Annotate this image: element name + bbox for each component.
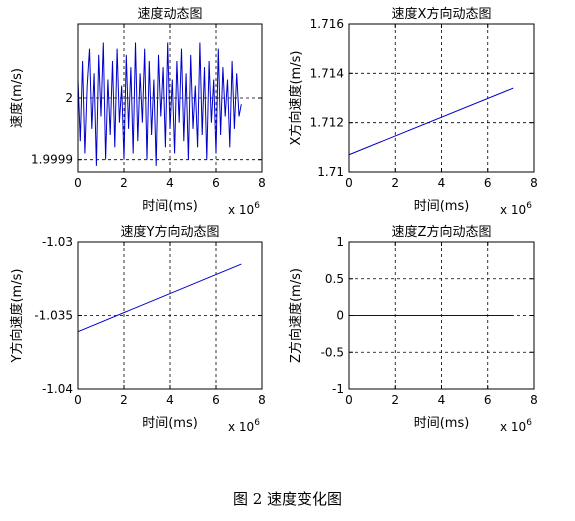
y-tick-label: -0.5: [321, 345, 344, 359]
x-axis-multiplier: x 106: [500, 201, 532, 217]
x-tick-label: 0: [74, 393, 82, 407]
y-axis-label: X方向速度(m/s): [288, 51, 304, 146]
x-tick-label: 6: [212, 176, 220, 190]
x-tick-label: 0: [345, 176, 353, 190]
x-axis-label: 时间(ms): [142, 199, 198, 214]
x-tick-label: 4: [166, 393, 174, 407]
x-tick-label: 2: [120, 176, 128, 190]
y-tick-label: -1: [332, 382, 344, 396]
data-series-line: [77, 263, 242, 333]
y-tick-label: 1.71: [317, 165, 344, 179]
x-tick-label: 2: [391, 176, 399, 190]
x-tick-label: 8: [530, 393, 538, 407]
x-tick-label: 2: [391, 393, 399, 407]
y-axis-label: Z方向速度(m/s): [288, 268, 304, 363]
x-tick-label: 4: [166, 176, 174, 190]
chart-title: 速度Z方向动态图: [392, 224, 492, 240]
data-series-line: [77, 42, 242, 166]
y-axis-label: 速度(m/s): [9, 68, 25, 128]
y-tick-label: 1.714: [310, 66, 344, 80]
x-tick-label: 2: [120, 393, 128, 407]
y-tick-label: 1.712: [310, 116, 344, 130]
x-tick-label: 8: [530, 176, 538, 190]
x-axis-multiplier: x 106: [500, 418, 532, 434]
y-tick-label: 2: [65, 91, 73, 105]
x-axis-label: 时间(ms): [142, 416, 198, 431]
figure-caption: 图 2 速度变化图: [232, 490, 343, 508]
x-tick-label: 4: [438, 176, 446, 190]
y-axis-label: Y方向速度(m/s): [9, 269, 25, 364]
x-axis-multiplier: x 106: [228, 418, 260, 434]
x-tick-label: 6: [484, 176, 492, 190]
x-tick-label: 6: [212, 393, 220, 407]
y-tick-label: 1.9999: [31, 153, 73, 167]
chart-title: 速度X方向动态图: [392, 6, 492, 22]
y-tick-label: -1.03: [42, 235, 73, 249]
y-tick-label: 1.716: [310, 17, 344, 31]
x-axis-label: 时间(ms): [414, 199, 470, 214]
x-tick-label: 0: [74, 176, 82, 190]
x-tick-label: 8: [258, 176, 266, 190]
y-tick-label: 0.5: [325, 272, 344, 286]
x-tick-label: 4: [438, 393, 446, 407]
y-tick-label: 0: [336, 309, 344, 323]
y-tick-label: -1.035: [34, 309, 73, 323]
x-tick-label: 6: [484, 393, 492, 407]
chart-title: 速度动态图: [137, 6, 202, 22]
data-series-line: [348, 87, 514, 156]
x-axis-multiplier: x 106: [228, 201, 260, 217]
chart-title: 速度Y方向动态图: [121, 224, 220, 240]
x-tick-label: 8: [258, 393, 266, 407]
y-tick-label: -1.04: [42, 382, 73, 396]
x-tick-label: 0: [345, 393, 353, 407]
y-tick-label: 1: [336, 235, 344, 249]
x-axis-label: 时间(ms): [414, 416, 470, 431]
